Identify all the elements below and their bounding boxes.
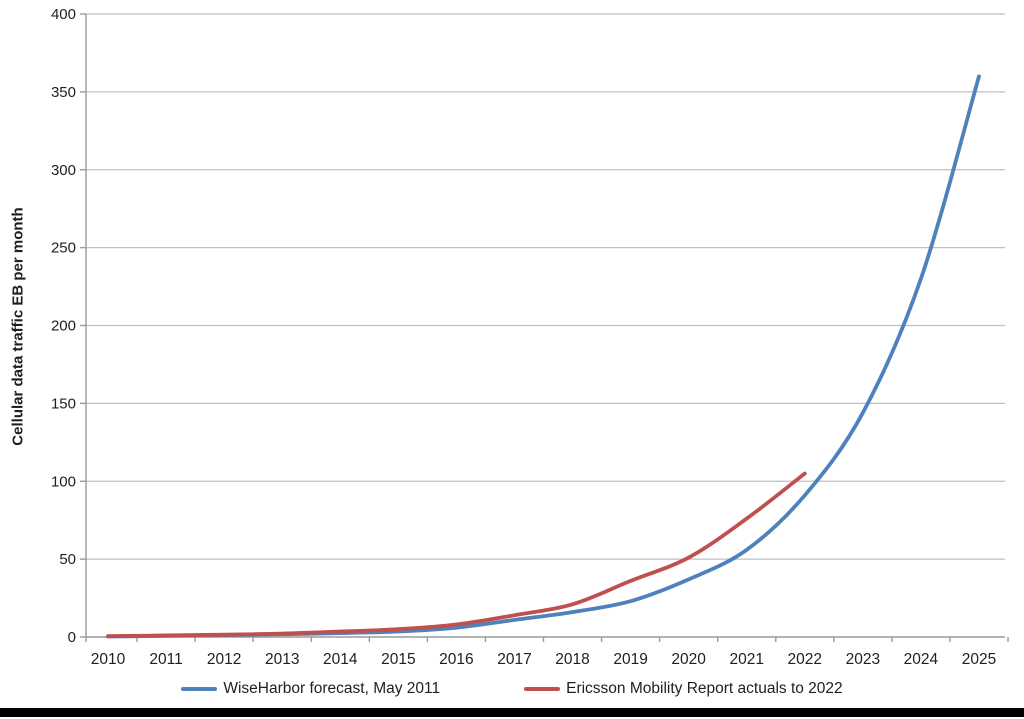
svg-text:2011: 2011 — [149, 651, 182, 668]
svg-text:2024: 2024 — [904, 651, 939, 668]
axis-ticks — [80, 13, 1009, 642]
svg-text:2013: 2013 — [265, 651, 299, 668]
svg-text:2019: 2019 — [613, 651, 647, 668]
svg-text:0: 0 — [68, 629, 76, 646]
svg-text:2016: 2016 — [439, 651, 473, 668]
svg-text:2017: 2017 — [497, 651, 531, 668]
svg-text:400: 400 — [51, 6, 76, 23]
svg-text:350: 350 — [51, 84, 76, 101]
svg-text:2010: 2010 — [91, 651, 126, 668]
legend-item-ericsson: Ericsson Mobility Report actuals to 2022 — [524, 680, 843, 698]
svg-text:2014: 2014 — [323, 651, 358, 668]
page-bottom-border — [0, 708, 1024, 717]
svg-text:200: 200 — [51, 318, 76, 335]
legend-label-wiseharbor: WiseHarbor forecast, May 2011 — [223, 680, 441, 697]
gridlines — [86, 13, 1005, 638]
ericsson-actuals-line — [106, 471, 807, 639]
svg-text:2021: 2021 — [729, 651, 763, 668]
svg-text:2020: 2020 — [671, 651, 706, 668]
x-tick-labels: 2010 2011 2012 2013 2014 2015 2016 2017 2018 2019… — [91, 651, 996, 668]
svg-text:250: 250 — [51, 240, 76, 257]
ericsson-line-swatch-icon — [524, 687, 561, 691]
wiseharbor-line-swatch-icon — [181, 687, 218, 691]
wiseharbor-forecast-line — [106, 74, 981, 639]
y-tick-labels: 0 50 100 150 200 250 300 350 400 — [51, 6, 76, 646]
chart-legend: WiseHarbor forecast, May 2011 Ericsson M… — [0, 680, 1024, 698]
svg-text:2015: 2015 — [381, 651, 415, 668]
svg-text:50: 50 — [59, 551, 76, 568]
svg-text:2023: 2023 — [846, 651, 880, 668]
svg-text:2012: 2012 — [207, 651, 241, 668]
svg-text:2018: 2018 — [555, 651, 589, 668]
svg-text:2022: 2022 — [788, 651, 822, 668]
legend-label-ericsson: Ericsson Mobility Report actuals to 2022 — [566, 680, 843, 697]
svg-text:300: 300 — [51, 162, 76, 179]
svg-text:2025: 2025 — [962, 651, 996, 668]
legend-item-wiseharbor: WiseHarbor forecast, May 2011 — [181, 680, 440, 698]
svg-text:150: 150 — [51, 395, 76, 412]
y-axis-title: Cellular data traffic EB per month — [9, 207, 27, 446]
svg-text:100: 100 — [51, 473, 76, 490]
